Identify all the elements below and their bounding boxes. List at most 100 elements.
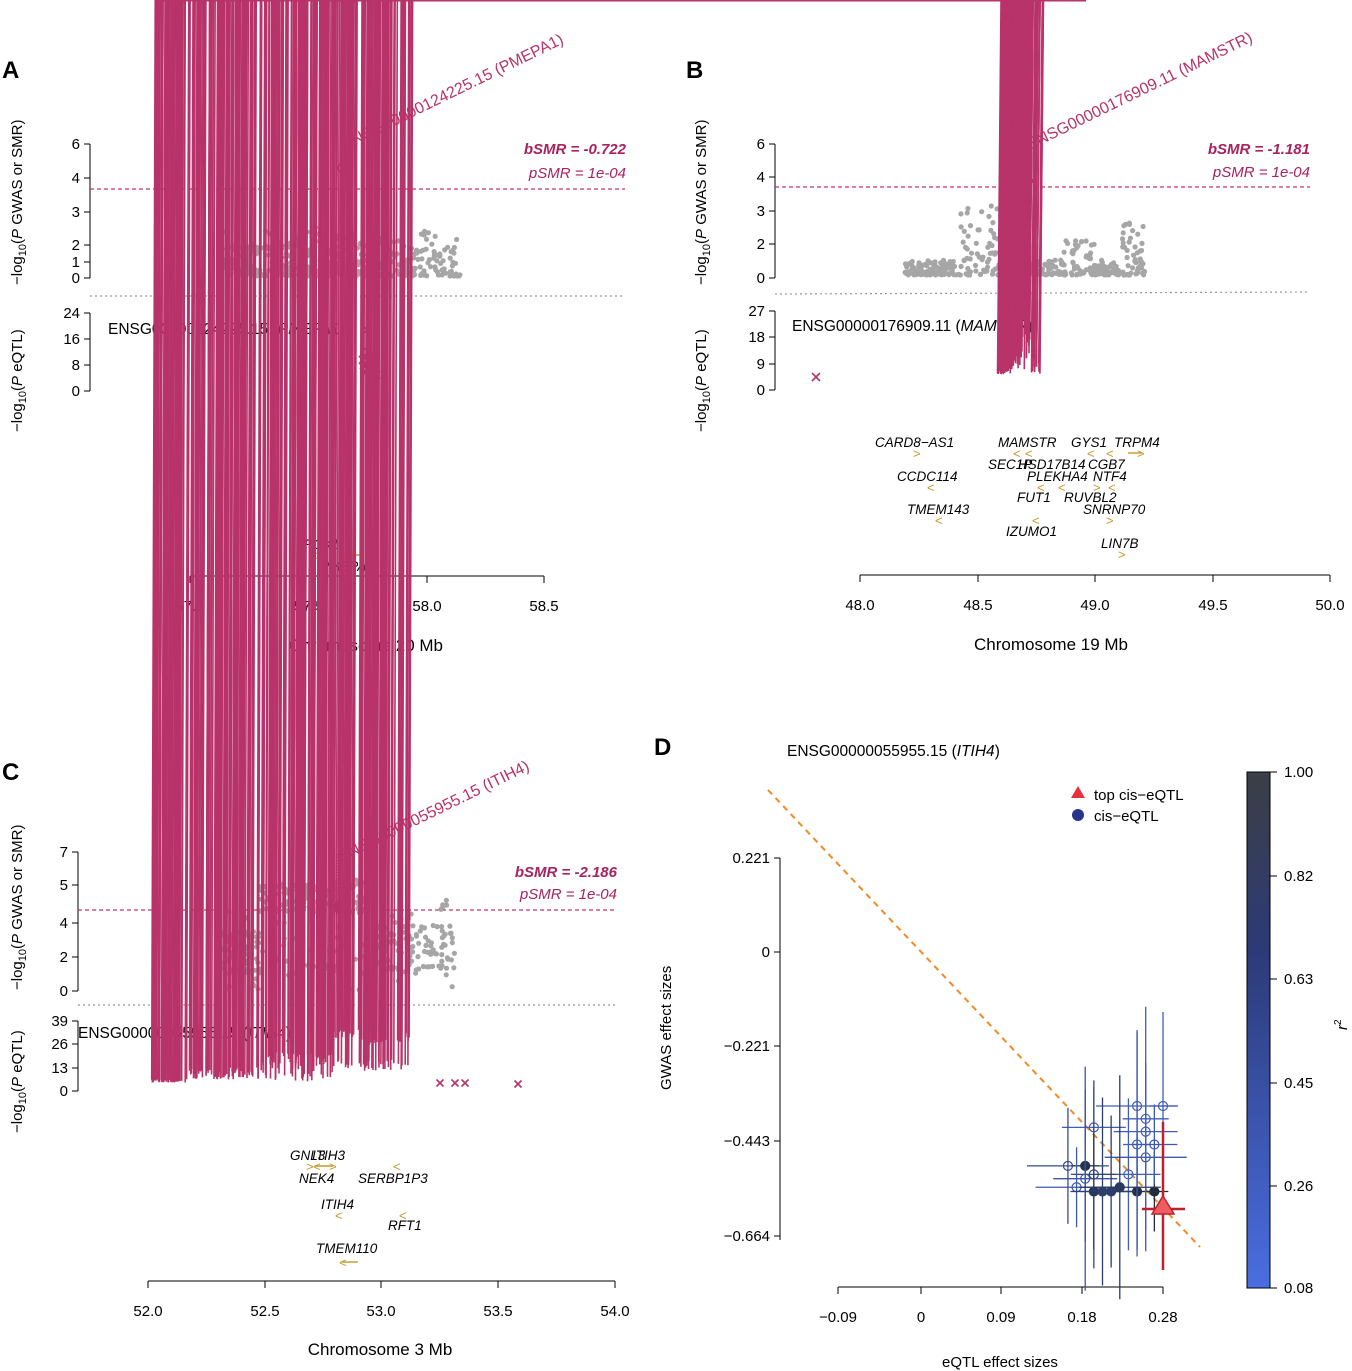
gwas-point — [1134, 270, 1141, 276]
gene-arrow: < — [1037, 480, 1045, 495]
gwas-point — [1101, 272, 1107, 278]
gwas-point — [438, 965, 444, 971]
gwas-point — [911, 271, 918, 277]
eqtl-point — [344, 1, 1036, 1036]
cis-eqtl-point — [1140, 1113, 1151, 1124]
eqtl-point — [338, 1, 1029, 338]
y-tick-label: 4 — [72, 170, 80, 187]
gwas-point — [1130, 265, 1136, 271]
gwas-point — [967, 272, 973, 278]
xlabel-c: Chromosome 3 Mb — [308, 1340, 453, 1359]
eqtl-point — [367, 1, 1069, 1070]
gene-label: TMEM143 — [907, 502, 970, 517]
eqtl-point — [339, 1, 1036, 1036]
gwas-point — [1048, 259, 1054, 265]
gwas-point — [967, 223, 974, 229]
gwas-point — [1075, 265, 1081, 271]
eqtl-ylabel-c: −log10(P eQTL) — [9, 1030, 29, 1133]
colorbar-tick-label: 0.45 — [1284, 1075, 1313, 1092]
gene-arrow: < — [927, 480, 935, 495]
eqtl-point — [372, 1, 1072, 1072]
eqtl-title-b: ENSG00000176909.11 (MAMSTR) — [792, 318, 1033, 335]
legend-top-marker — [1071, 786, 1085, 798]
eqtl-point — [391, 1, 1074, 1074]
gwas-point — [443, 897, 449, 903]
gwas-point — [951, 263, 958, 269]
gwas-point — [1135, 265, 1141, 271]
x-tick-label: 0.18 — [1067, 1309, 1096, 1326]
gene-track-b: CARD8−AS1 > MAMSTR GYS1 TRPM4 < < < < > … — [875, 435, 1160, 562]
eqtl-point — [369, 1, 1066, 1066]
y-tick-label: 8 — [72, 357, 80, 374]
eqtl-point — [386, 1, 1044, 1044]
y-tick-label: 3 — [72, 204, 80, 221]
eqtl-point — [385, 1, 1073, 1073]
y-tick-label: 39 — [51, 1013, 68, 1030]
gwas-point — [413, 249, 419, 256]
eqtl-point — [402, 1, 1042, 1042]
eqtl-point — [344, 1, 1024, 344]
cis-eqtl-point — [1149, 1139, 1160, 1150]
eqtl-ylabel-a: −log10(P eQTL) — [9, 329, 29, 432]
gene-label: TMEM110 — [316, 1241, 378, 1256]
gwas-point — [1088, 269, 1095, 275]
gwas-point — [420, 963, 426, 970]
y-tick-label: 0 — [60, 983, 68, 1000]
y-tick-label: −0.443 — [724, 1133, 770, 1150]
gene-label: NEK4 — [299, 1171, 334, 1186]
gwas-point — [965, 233, 971, 239]
gwas-point — [1083, 238, 1089, 244]
gwas-point — [1124, 247, 1130, 253]
gwas-point — [1140, 223, 1146, 230]
y-tick-label: 26 — [51, 1036, 68, 1053]
gwas-point — [431, 255, 437, 261]
gwas-point — [410, 923, 416, 929]
colorbar-tick-label: 0.08 — [1284, 1280, 1313, 1297]
gwas-point — [1083, 267, 1089, 273]
eqtl-point — [304, 1, 1077, 1078]
eqtl-point — [356, 1, 1024, 357]
xlabel-d: eQTL effect sizes — [942, 1354, 1058, 1371]
gwas-point — [444, 955, 450, 961]
y-tick-label: 6 — [757, 136, 765, 153]
eqtl-point — [350, 1, 1033, 350]
gwas-point — [428, 951, 434, 957]
gwas-point — [961, 228, 967, 234]
gwas-axis-a: 012 3 4 6 — [72, 136, 91, 287]
gene-label: CGB7 — [1088, 457, 1125, 472]
gwas-point — [1125, 263, 1131, 269]
gene-label: GYS1 — [1071, 435, 1107, 450]
eqtl-point — [337, 1, 1033, 337]
eqtl-point — [313, 1, 1070, 1070]
gene-label: RFT1 — [388, 1218, 422, 1233]
gwas-point — [224, 947, 230, 953]
gwas-point — [1058, 257, 1064, 263]
colorbar-label: r2 — [1333, 1019, 1351, 1030]
gwas-point — [421, 232, 427, 238]
gwas-point — [990, 220, 996, 226]
cis-eqtl-point — [1114, 1182, 1125, 1193]
gwas-point — [426, 964, 433, 970]
x-tick-label: 50.0 — [1315, 597, 1344, 614]
gwas-point — [447, 930, 454, 937]
eqtl-point — [347, 1, 1020, 348]
gwas-point — [448, 957, 454, 963]
gwas-point — [415, 954, 421, 960]
gwas-point — [1126, 220, 1132, 226]
gene-arrow: < — [1032, 513, 1040, 528]
x-tick-label: −0.09 — [819, 1309, 857, 1326]
eqtl-point — [347, 1, 1024, 347]
psmr-a: pSMR = 1e-04 — [528, 165, 626, 182]
gene-arrow: > — [1093, 480, 1101, 495]
gene-label: SERBP1P3 — [358, 1171, 428, 1186]
gwas-point — [439, 924, 445, 930]
gwas-point — [933, 272, 939, 278]
gwas-point — [979, 209, 985, 215]
eqtl-point — [348, 1, 1022, 349]
ylabel-d: GWAS effect sizes — [658, 966, 675, 1090]
eqtl-point — [345, 1, 1034, 1035]
eqtl-point — [402, 1, 1069, 1070]
gwas-point — [985, 264, 991, 270]
gwas-point — [441, 933, 447, 939]
eqtl-ylabel-b: −log10(P eQTL) — [693, 329, 713, 432]
